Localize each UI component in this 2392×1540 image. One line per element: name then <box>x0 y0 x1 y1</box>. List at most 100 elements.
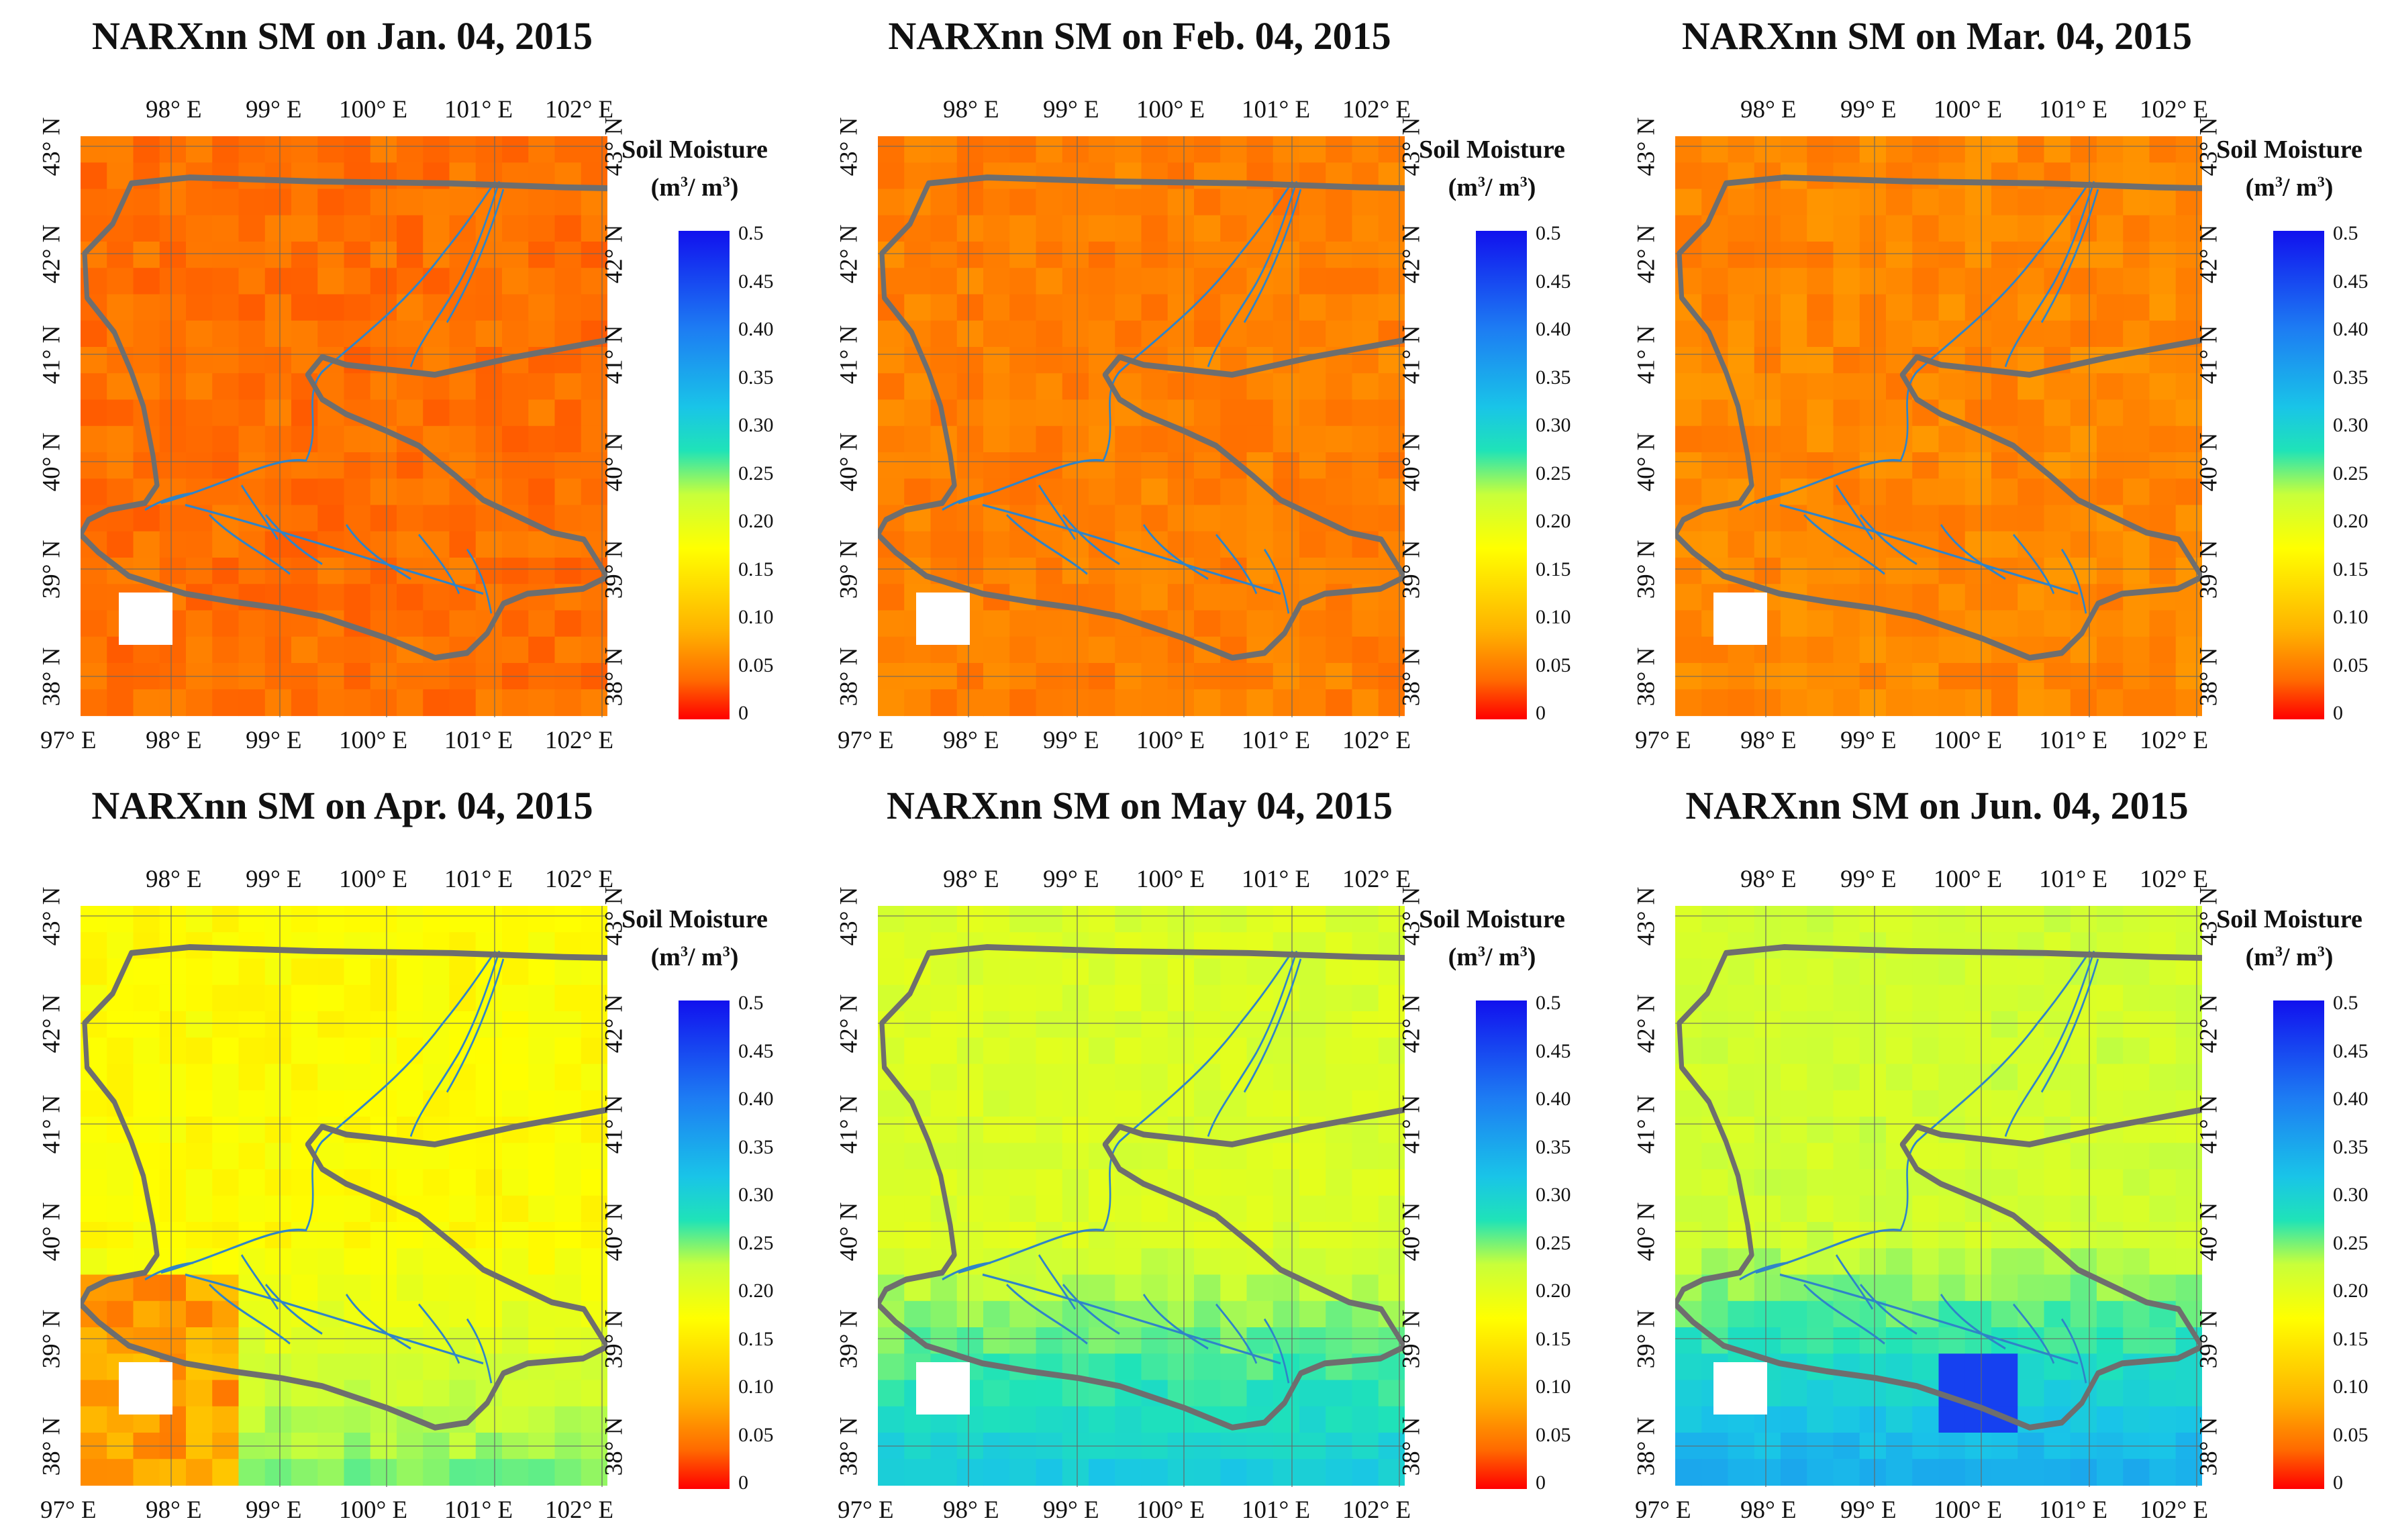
colorbar-tick-label: 0.5 <box>738 222 764 244</box>
sm-grid-cell <box>2017 1064 2045 1091</box>
sm-grid-cell <box>1220 189 1248 216</box>
sm-grid-cell <box>502 452 529 479</box>
sm-grid-cell <box>2017 1274 2045 1302</box>
lon-label-bottom: 97° E <box>40 1496 97 1524</box>
lon-label-top: 98° E <box>146 866 202 893</box>
sm-grid-cell <box>554 1248 582 1276</box>
colorbar-tick-label: 0.45 <box>738 1039 774 1062</box>
river-line <box>1940 523 2006 580</box>
sm-grid-cell <box>2097 1037 2124 1065</box>
sm-grid-cell <box>1938 189 1966 216</box>
sm-grid-cell <box>1009 294 1037 321</box>
sm-grid-cell <box>423 347 450 374</box>
sm-grid-cell <box>1991 1353 2018 1381</box>
sm-grid-cell <box>2149 1274 2177 1302</box>
river-line <box>982 503 1281 595</box>
sm-grid-cell <box>397 610 423 637</box>
sm-grid-cell <box>1352 268 1379 295</box>
sm-grid-cell <box>1089 1195 1115 1223</box>
sm-grid-cell <box>2123 1090 2150 1117</box>
sm-grid-cell <box>186 1222 213 1249</box>
sm-grid-cell <box>1859 958 1887 986</box>
sm-grid-cell <box>1781 242 1807 268</box>
sm-grid-cell <box>1675 452 1702 479</box>
sm-grid-cell <box>983 1380 1010 1407</box>
sm-grid-cell <box>238 558 266 584</box>
sm-grid-cell <box>2017 215 2045 242</box>
sm-grid-cell <box>1781 373 1807 401</box>
sm-grid-cell <box>1754 425 1781 453</box>
river-line <box>1243 958 1302 1093</box>
sm-grid-cell <box>1009 1459 1037 1486</box>
colorbar-tick-label: 0.20 <box>738 510 774 532</box>
sm-grid-cell <box>107 531 134 558</box>
sm-grid-cell <box>238 1090 266 1117</box>
sm-grid-cell <box>1326 558 1353 584</box>
sm-grid-cell <box>983 320 1010 348</box>
sm-grid-cell <box>1807 689 1834 717</box>
sm-grid-cell <box>1701 399 1729 427</box>
sm-grid-cell <box>1728 189 1755 216</box>
sm-grid-cell <box>1912 636 1940 664</box>
lon-label-bottom: 97° E <box>40 727 97 754</box>
sm-grid-cell <box>107 399 134 427</box>
sm-grid-cell <box>1089 1406 1115 1433</box>
sm-grid-cell <box>956 1195 984 1223</box>
sm-grid-cell <box>1701 906 1729 933</box>
sm-grid-cell <box>317 478 345 506</box>
sm-grid-cell <box>186 425 213 453</box>
sm-grid-cell <box>1062 1011 1089 1038</box>
lon-label-bottom: 99° E <box>246 1496 302 1524</box>
sm-grid-cell <box>1036 1117 1063 1143</box>
sm-grid-cell <box>1807 242 1834 268</box>
sm-grid-cell <box>1701 1222 1729 1249</box>
sm-grid-cell <box>317 1327 345 1354</box>
sm-grid-cell <box>475 1195 503 1223</box>
lon-label-top: 102° E <box>545 96 614 123</box>
river-line <box>2040 189 2099 323</box>
sm-grid-cell <box>1299 189 1326 216</box>
sm-grid-cell <box>1194 1353 1221 1381</box>
sm-grid-cell <box>186 1459 213 1486</box>
sm-grid-cell <box>1781 347 1807 374</box>
sm-grid-cell <box>1754 558 1781 584</box>
sm-grid-cell <box>1115 1353 1142 1381</box>
sm-grid-cell <box>983 1459 1010 1486</box>
sm-grid-cell <box>344 531 371 558</box>
sm-grid-cell <box>2175 689 2202 717</box>
sm-grid-cell <box>238 1143 266 1170</box>
sm-grid-cell <box>1167 399 1195 427</box>
sm-grid-cell <box>344 478 371 506</box>
sm-grid-cell <box>1912 932 1940 960</box>
sm-grid-cell <box>983 636 1010 664</box>
sm-grid-cell <box>291 189 318 216</box>
sm-grid-cell <box>528 373 556 401</box>
sm-grid-cell <box>291 636 318 664</box>
sm-grid-cell <box>1062 610 1089 637</box>
sm-grid-cell <box>904 452 932 479</box>
sm-grid-cell <box>212 1380 240 1407</box>
sm-grid-cell <box>1009 1406 1037 1433</box>
sm-grid-cell <box>1141 984 1168 1012</box>
lon-label-bottom: 102° E <box>1342 1496 1411 1524</box>
sm-grid-cell <box>1991 136 2018 163</box>
sm-grid-cell <box>878 1143 905 1170</box>
colorbar <box>679 1000 730 1489</box>
sm-grid-cell <box>1964 1090 1992 1117</box>
river-line <box>209 513 291 575</box>
sm-grid-cell <box>1194 215 1221 242</box>
colorbar-tick-label: 0 <box>2333 1472 2343 1494</box>
sm-grid-cell <box>264 1300 292 1328</box>
sm-grid-cell <box>1833 1459 1860 1486</box>
sm-grid-cell <box>2097 958 2124 986</box>
sm-grid-cell <box>2044 136 2071 163</box>
sm-grid-cell <box>81 1090 107 1117</box>
lat-label-right: 39° N <box>2195 540 2223 599</box>
sm-grid-cell <box>1220 1037 1248 1065</box>
sm-grid-cell <box>1807 215 1834 242</box>
sm-grid-cell <box>2123 984 2150 1012</box>
sm-grid-cell <box>475 136 503 163</box>
sm-grid-cell <box>1912 1195 1940 1223</box>
sm-grid-cell <box>1194 242 1221 268</box>
sm-grid-cell <box>1352 189 1379 216</box>
